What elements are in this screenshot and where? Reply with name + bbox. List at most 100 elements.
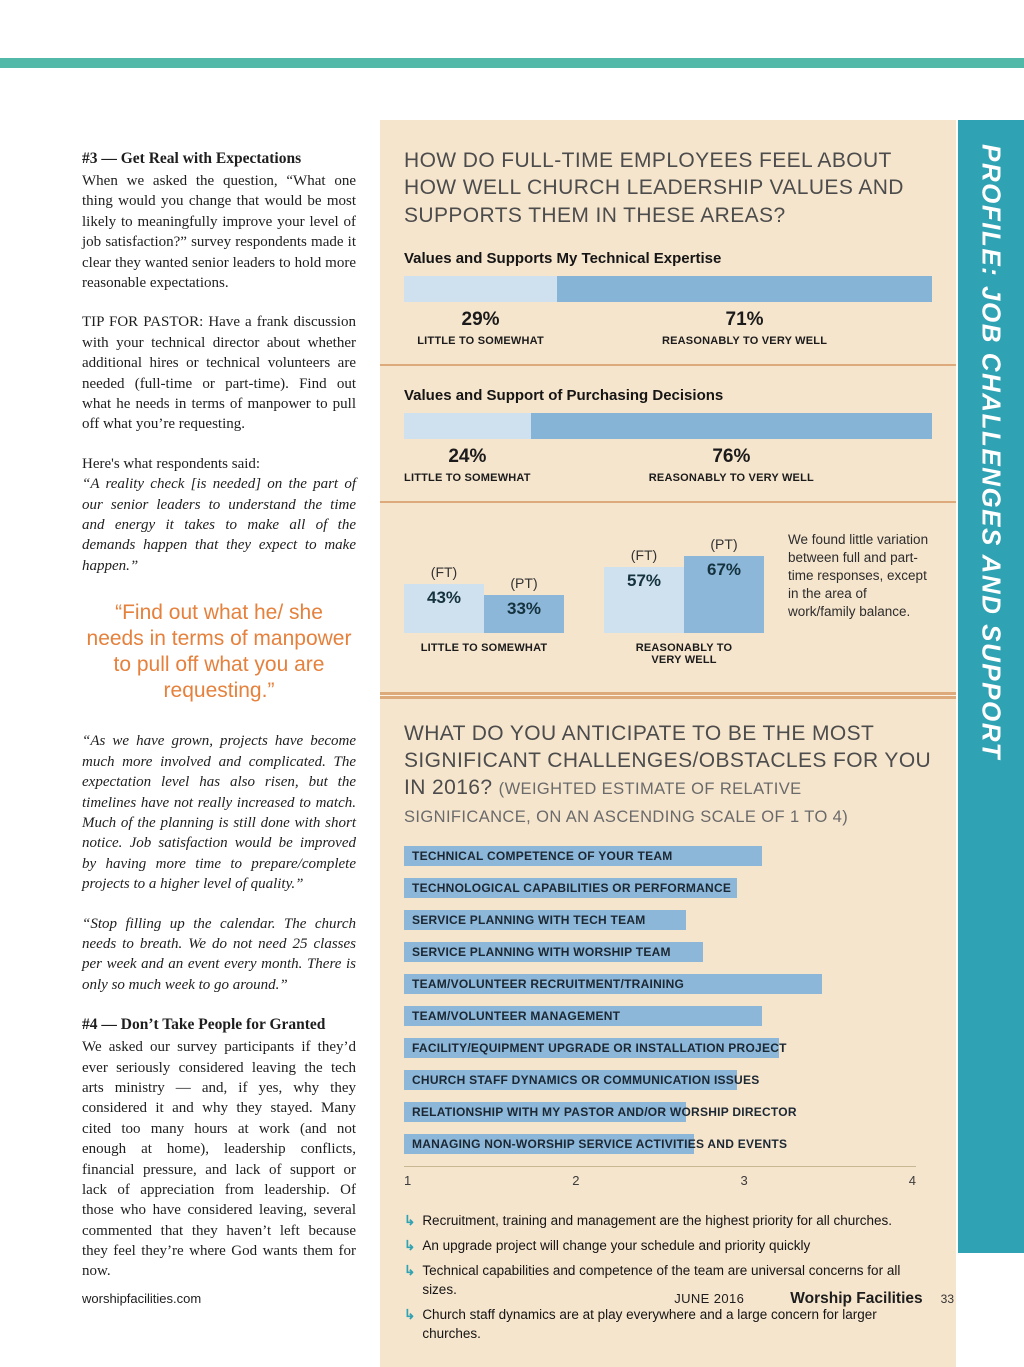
takeaway-item: ↳ Recruitment, training and management ar… [404, 1212, 932, 1231]
chart-subheading: Values and Supports My Technical Experti… [404, 249, 722, 267]
column-pt: 33% [484, 594, 564, 633]
takeaway-item: ↳ An upgrade project will change your sch… [404, 1237, 932, 1256]
pull-quote: “Find out what he/ she needs in terms of… [86, 601, 352, 702]
challenge-bar: TEAM/VOLUNTEER MANAGEMENT [404, 1006, 763, 1027]
infographic-panel: HOW DO FULL-TIME EMPLOYEES FEEL ABOUT HO… [380, 120, 956, 1367]
challenge-bar: RELATIONSHIP WITH MY PASTOR AND/OR WORSH… [404, 1102, 797, 1123]
footer-site: worshipfacilities.com [82, 1291, 202, 1306]
segment-category: REASONABLY TO VERY WELL [661, 334, 828, 347]
challenge-bar-label: CHURCH STAFF DYNAMICS OR COMMUNICATION I… [412, 1073, 760, 1088]
takeaway-list: ↳ Recruitment, training and management ar… [404, 1212, 932, 1343]
stacked-bar-labels: 29% LITTLE TO SOMEWHAT 71% REASONABLY TO… [404, 309, 932, 347]
challenge-bar: SERVICE PLANNING WITH TECH TEAM [404, 910, 686, 931]
bar-segment-little-to-somewhat [404, 412, 531, 439]
challenge-bar-row: TEAM/VOLUNTEER MANAGEMENT [404, 1006, 916, 1027]
segment-percent: 71% [725, 308, 764, 330]
column-wrap-ft: (FT) 57% [604, 547, 684, 633]
takeaway-item: ↳ Technical capabilities and competence o… [404, 1262, 932, 1300]
challenge-bar: FACILITY/EQUIPMENT UPGRADE OR INSTALLATI… [404, 1038, 787, 1059]
bar-segment-reasonably-to-very-well [557, 275, 932, 302]
column-value: 57% [626, 570, 662, 590]
segment-label-group: 24% LITTLE TO SOMEWHAT [404, 446, 531, 484]
challenge-bar-label: SERVICE PLANNING WITH TECH TEAM [412, 913, 646, 928]
challenge-bar-label: FACILITY/EQUIPMENT UPGRADE OR INSTALLATI… [412, 1041, 787, 1056]
respondent-quote-2: “As we have grown, projects have become … [82, 733, 356, 893]
takeaway-text: Church staff dynamics are at play everyw… [422, 1306, 877, 1341]
respondent-quote-1: “A reality check [is needed] on the part… [82, 476, 356, 574]
challenge-bar-row: TECHNOLOGICAL CAPABILITIES OR PERFORMANC… [404, 878, 916, 899]
stacked-bar-chart-technical-expertise: Values and Supports My Technical Experti… [404, 250, 932, 347]
column-wrap-ft: (FT) 43% [404, 564, 484, 633]
section-side-band: PROFILE: JOB CHALLENGES AND SUPPORT [958, 120, 1024, 1253]
challenge-bar-label: TECHNOLOGICAL CAPABILITIES OR PERFORMANC… [412, 881, 732, 896]
arrow-icon: ↳ [404, 1237, 416, 1253]
article-paragraph-1: When we asked the question, “What one th… [82, 173, 356, 292]
segment-label-group: 76% REASONABLY TO VERY WELL [531, 446, 932, 484]
chart-subheading: Values and Support of Purchasing Decisio… [404, 386, 724, 404]
challenge-bar: SERVICE PLANNING WITH WORSHIP TEAM [404, 942, 703, 963]
challenge-bar-row: TECHNICAL COMPETENCE OF YOUR TEAM [404, 846, 916, 867]
respondent-quote-3: “Stop filling up the calendar. The churc… [82, 915, 356, 993]
tip-for-pastor-label: TIP FOR PASTOR: [82, 314, 204, 331]
section-rule [380, 363, 956, 366]
challenge-bar-label: RELATIONSHIP WITH MY PASTOR AND/OR WORSH… [412, 1105, 797, 1120]
challenges-bar-chart: TECHNICAL COMPETENCE OF YOUR TEAM TECHNO… [404, 846, 916, 1188]
column-wrap-pt: (PT) 67% [684, 536, 764, 633]
section-rule [380, 500, 956, 503]
x-tick: 1 [404, 1173, 412, 1189]
takeaway-item: ↳ Church staff dynamics are at play every… [404, 1306, 932, 1344]
tip-for-pastor-body: Have a frank discussion with your techni… [82, 314, 356, 433]
challenge-bar-row: RELATIONSHIP WITH MY PASTOR AND/OR WORSH… [404, 1102, 916, 1123]
column-ft: 43% [404, 583, 484, 633]
variation-note: We found little variation between full a… [788, 531, 929, 620]
stacked-bar-chart-purchasing-decisions: Values and Support of Purchasing Decisio… [404, 387, 932, 484]
challenges-question: WHAT DO YOU ANTICIPATE TO BE THE MOST SI… [404, 721, 932, 800]
stacked-bar-labels: 24% LITTLE TO SOMEWHAT 76% REASONABLY TO… [404, 446, 932, 484]
ft-pt-column-chart: (FT) 43% (PT) 33% LITTLE TO SOMEWHAT [404, 519, 932, 666]
bar-segment-reasonably-to-very-well [530, 412, 932, 439]
column-pair: (FT) 57% (PT) 67% [604, 519, 764, 633]
article-paragraph-tip: TIP FOR PASTOR: Have a frank discussion … [82, 312, 356, 434]
x-tick: 3 [740, 1173, 748, 1189]
arrow-icon: ↳ [404, 1306, 416, 1322]
support-section-title: HOW DO FULL-TIME EMPLOYEES FEEL ABOUT HO… [404, 149, 904, 227]
series-label-pt: (PT) [510, 574, 538, 591]
footer-brand: Worship Facilities [790, 1290, 923, 1307]
segment-category: LITTLE TO SOMEWHAT [417, 334, 544, 347]
column-group-reasonably-to-very-well: (FT) 57% (PT) 67% REASONABLY TO VERY WEL… [604, 519, 764, 666]
column-group-little-to-somewhat: (FT) 43% (PT) 33% LITTLE TO SOMEWHAT [404, 519, 564, 666]
takeaway-text: Technical capabilities and competence of… [422, 1262, 901, 1297]
segment-label-group: 29% LITTLE TO SOMEWHAT [404, 309, 557, 347]
top-accent-bar [0, 58, 1024, 68]
respondents-intro: Here's what respondents said: [82, 455, 261, 472]
challenges-section: WHAT DO YOU ANTICIPATE TO BE THE MOST SI… [380, 698, 956, 1367]
challenge-bar-row: CHURCH STAFF DYNAMICS OR COMMUNICATION I… [404, 1070, 916, 1091]
page-footer: worshipfacilities.com JUNE 2016 Worship … [82, 1290, 954, 1308]
challenge-bar-row: SERVICE PLANNING WITH WORSHIP TEAM [404, 942, 916, 963]
series-label-ft: (FT) [630, 546, 658, 563]
challenge-bar-row: FACILITY/EQUIPMENT UPGRADE OR INSTALLATI… [404, 1038, 916, 1059]
column-wrap-pt: (PT) 33% [484, 575, 564, 633]
challenge-bar-row: MANAGING NON-WORSHIP SERVICE ACTIVITIES … [404, 1134, 916, 1155]
x-tick: 4 [908, 1173, 916, 1189]
challenge-bar-label: TEAM/VOLUNTEER RECRUITMENT/TRAINING [412, 977, 685, 992]
group-category: REASONABLY TO VERY WELL [635, 641, 733, 666]
column-value: 43% [426, 587, 462, 607]
challenge-bar-row: TEAM/VOLUNTEER RECRUITMENT/TRAINING [404, 974, 916, 995]
segment-percent: 76% [712, 445, 751, 467]
section-vertical-label: PROFILE: JOB CHALLENGES AND SUPPORT [976, 144, 1007, 760]
challenge-bar: TECHNOLOGICAL CAPABILITIES OR PERFORMANC… [404, 878, 737, 899]
challenge-bar-label: TECHNICAL COMPETENCE OF YOUR TEAM [412, 849, 673, 864]
arrow-icon: ↳ [404, 1213, 416, 1229]
takeaway-text: An upgrade project will change your sche… [422, 1237, 811, 1253]
stacked-bar [404, 412, 932, 439]
column-ft: 57% [604, 566, 684, 633]
stacked-bar [404, 275, 932, 302]
segment-percent: 29% [461, 308, 500, 330]
article-column: #3 — Get Real with Expectations When we … [82, 148, 356, 1301]
challenge-bar-label: TEAM/VOLUNTEER MANAGEMENT [412, 1009, 621, 1024]
bar-segment-little-to-somewhat [404, 275, 558, 302]
group-category: LITTLE TO SOMEWHAT [420, 641, 548, 654]
segment-category: LITTLE TO SOMEWHAT [404, 471, 531, 484]
series-label-pt: (PT) [710, 535, 738, 552]
